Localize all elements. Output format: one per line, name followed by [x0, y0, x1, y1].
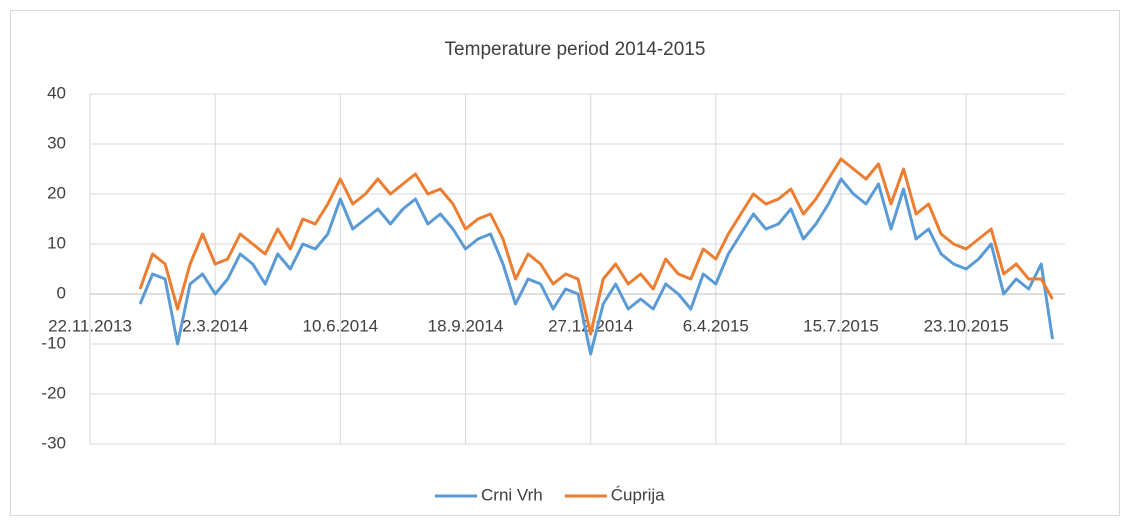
- x-tick-label: 6.4.2015: [683, 316, 749, 335]
- y-tick-label: 30: [47, 133, 66, 152]
- series-line: [138, 177, 1054, 356]
- chart-border: [10, 10, 1120, 516]
- x-tick-label: 22.11.2013: [48, 316, 132, 335]
- chart-title: Temperature period 2014-2015: [445, 39, 706, 60]
- x-tick-label: 15.7.2015: [803, 316, 879, 335]
- x-tick-label: 27.12.2014: [548, 316, 633, 335]
- y-tick-label: 10: [47, 233, 66, 252]
- x-tick-label: 10.6.2014: [303, 316, 379, 335]
- x-tick-label: 23.10.2015: [924, 316, 1009, 335]
- legend-label: Crni Vrh: [481, 485, 543, 504]
- y-tick-label: 40: [47, 83, 66, 102]
- y-tick-label: -30: [41, 433, 66, 452]
- y-tick-label: -20: [41, 383, 66, 402]
- x-tick-label: 18.9.2014: [428, 316, 504, 335]
- legend-label: Ćuprija: [611, 485, 665, 504]
- x-tick-label: 2.3.2014: [182, 316, 248, 335]
- y-tick-label: 20: [47, 183, 66, 202]
- y-tick-label: 0: [57, 283, 66, 302]
- y-tick-label: -10: [41, 333, 66, 352]
- series-line: [138, 157, 1054, 336]
